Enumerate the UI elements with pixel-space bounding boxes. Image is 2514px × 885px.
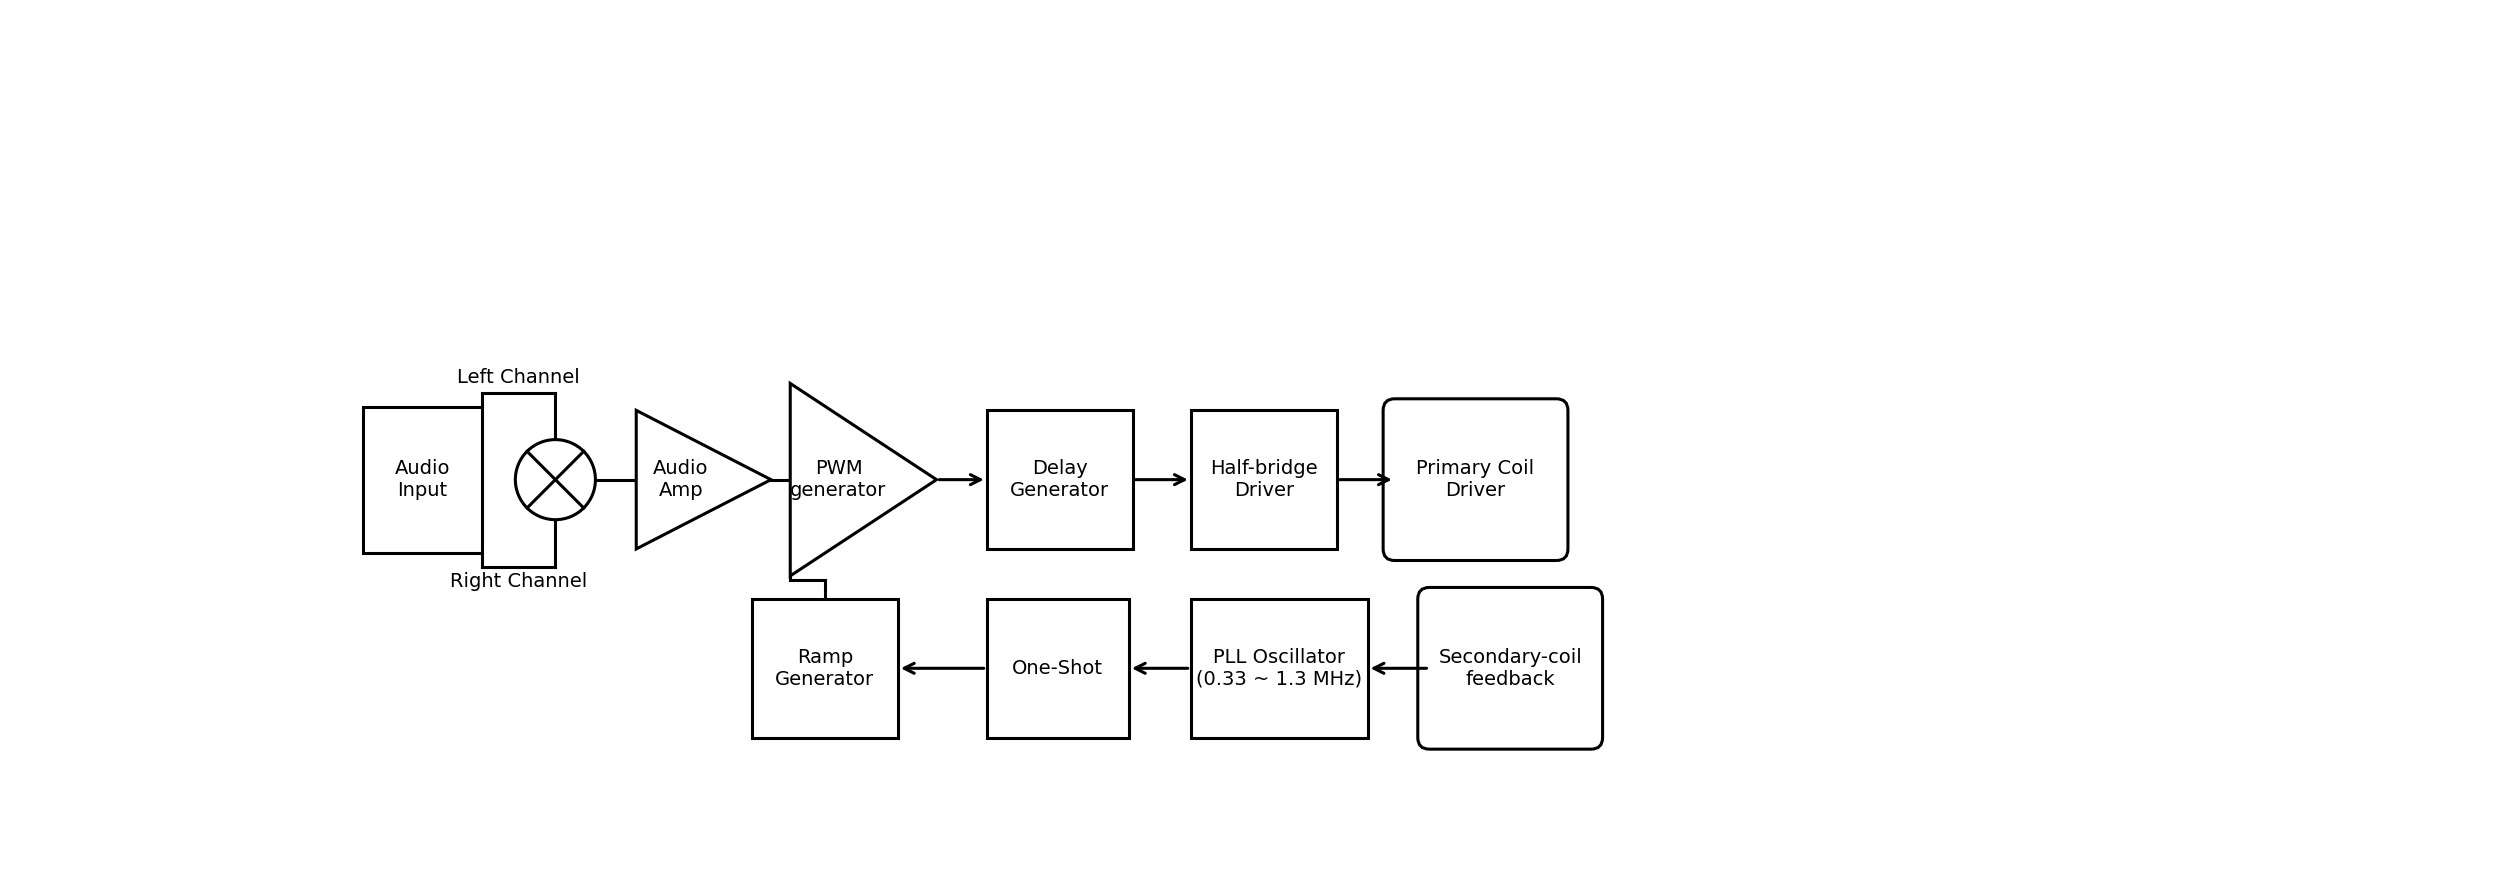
Text: PLL Oscillator
(0.33 ~ 1.3 MHz): PLL Oscillator (0.33 ~ 1.3 MHz): [1197, 648, 1363, 689]
Text: Ramp
Generator: Ramp Generator: [774, 648, 875, 689]
Text: Half-bridge
Driver: Half-bridge Driver: [1209, 459, 1317, 500]
Bar: [985, 411, 1134, 549]
Text: Left Channel: Left Channel: [458, 368, 581, 388]
Text: One-Shot: One-Shot: [1013, 658, 1104, 678]
Text: PWM
generator: PWM generator: [789, 459, 887, 500]
FancyBboxPatch shape: [1383, 399, 1569, 560]
Polygon shape: [636, 411, 772, 549]
Bar: [752, 599, 897, 737]
Text: Audio
Amp: Audio Amp: [654, 459, 709, 500]
Circle shape: [515, 440, 596, 519]
FancyBboxPatch shape: [1418, 588, 1601, 749]
Bar: [1192, 411, 1337, 549]
Bar: [985, 599, 1129, 737]
Text: Delay
Generator: Delay Generator: [1011, 459, 1109, 500]
Text: Secondary-coil
feedback: Secondary-coil feedback: [1438, 648, 1581, 689]
Text: Right Channel: Right Channel: [450, 572, 588, 591]
Bar: [362, 406, 483, 553]
Polygon shape: [789, 383, 938, 576]
Bar: [1192, 599, 1368, 737]
Text: Primary Coil
Driver: Primary Coil Driver: [1415, 459, 1534, 500]
Text: Audio
Input: Audio Input: [395, 459, 450, 500]
